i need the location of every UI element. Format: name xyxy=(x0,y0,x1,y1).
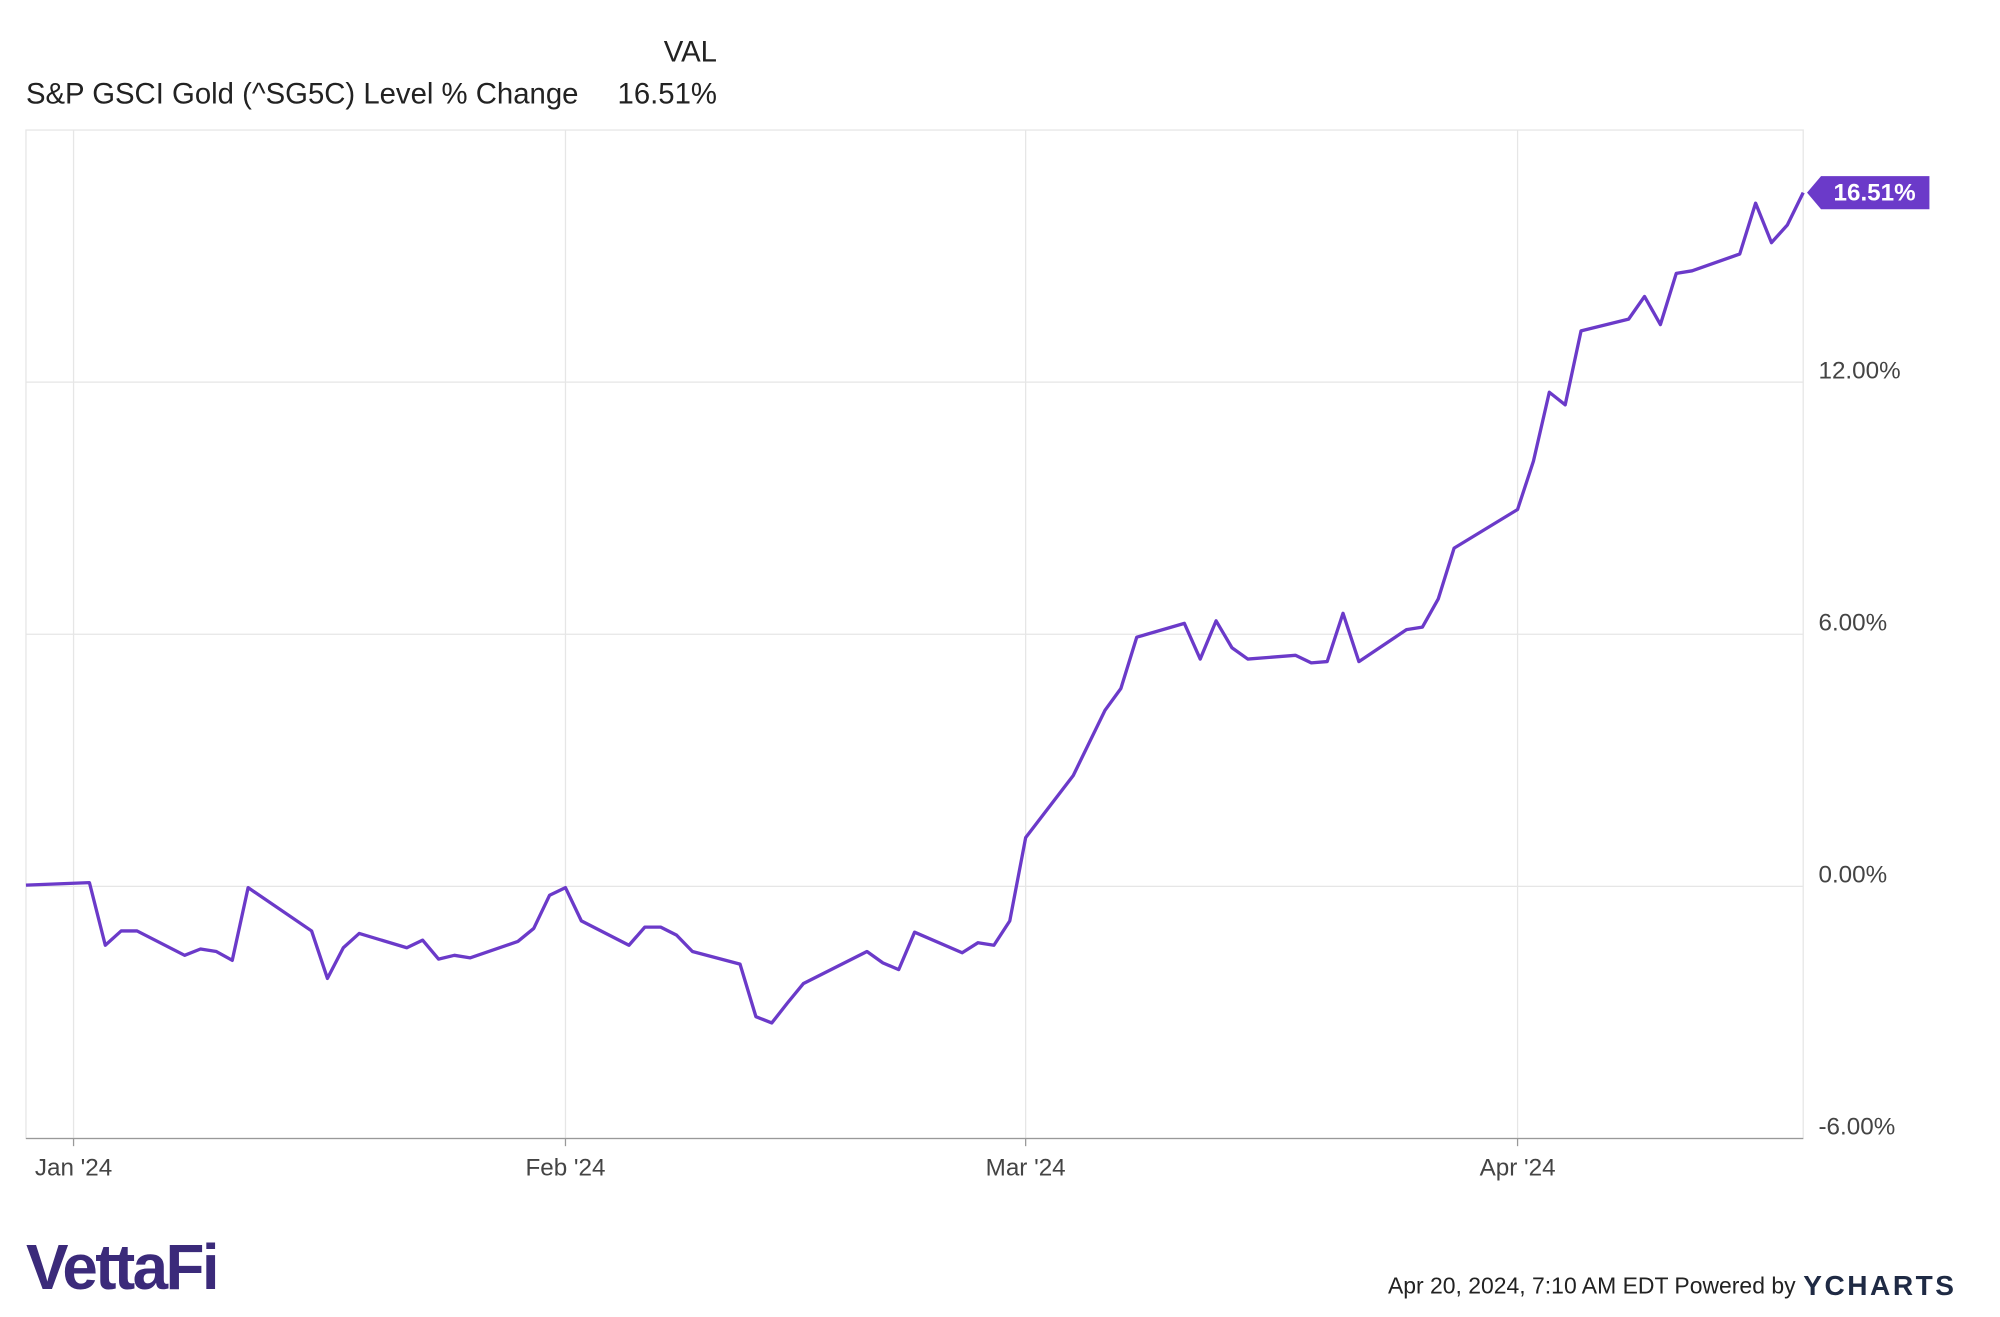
last-value-label: 16.51% xyxy=(1834,179,1916,206)
legend-header: VAL xyxy=(664,35,717,68)
brand-logo: VettaFi xyxy=(26,1231,217,1303)
legend-value: 16.51% xyxy=(618,77,717,110)
y-tick-label: 0.00% xyxy=(1819,862,1888,889)
x-tick-label: Apr '24 xyxy=(1480,1154,1556,1181)
x-tick-label: Mar '24 xyxy=(986,1154,1066,1181)
x-tick-label: Feb '24 xyxy=(525,1154,605,1181)
y-tick-label: -6.00% xyxy=(1819,1114,1896,1141)
timestamp: Apr 20, 2024, 7:10 AM EDT Powered by xyxy=(1388,1273,1796,1299)
series-line xyxy=(25,191,1805,1025)
last-value-badge xyxy=(1807,176,1930,210)
y-tick-label: 6.00% xyxy=(1819,609,1888,636)
x-tick-label: Jan '24 xyxy=(35,1154,112,1181)
y-tick-label: 12.00% xyxy=(1819,357,1901,384)
provider-logo: YCHARTS xyxy=(1803,1270,1956,1301)
legend-name: S&P GSCI Gold (^SG5C) Level % Change xyxy=(26,77,579,110)
